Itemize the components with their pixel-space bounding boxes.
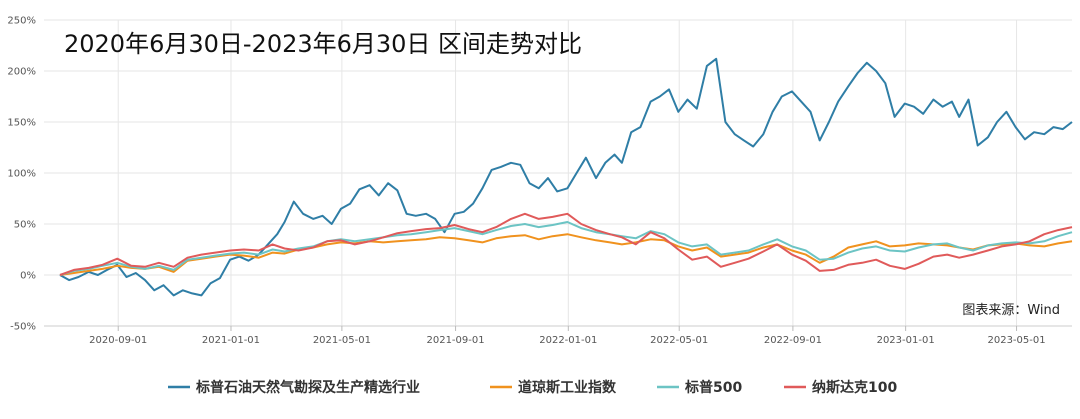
x-tick-label: 2022-01-01 — [539, 335, 597, 346]
y-axis: -50% 0% 50% 100% 150% 200% 250% — [7, 16, 36, 333]
x-tick-label: 2023-01-01 — [877, 335, 935, 346]
legend-label: 标普石油天然气勘探及生产精选行业 — [195, 379, 420, 396]
chart-grid — [44, 19, 1072, 327]
y-tick-label: 250% — [7, 16, 36, 27]
x-tick-label: 2021-09-01 — [426, 335, 484, 346]
series-line-3 — [59, 221, 1073, 276]
series-line-1 — [59, 57, 1073, 297]
y-tick-label: 150% — [7, 118, 36, 129]
y-tick-label: 50% — [14, 220, 36, 231]
series-line-4 — [59, 212, 1073, 276]
chart-series — [59, 57, 1073, 297]
legend-label: 纳斯达克100 — [812, 379, 897, 396]
chart-title: 2020年6月30日-2023年6月30日 区间走势对比 — [64, 30, 582, 58]
y-tick-label: -50% — [10, 322, 36, 333]
x-tick-label: 2020-09-01 — [89, 335, 147, 346]
x-tick-label: 2023-05-01 — [987, 335, 1045, 346]
x-tick-label: 2022-05-01 — [650, 335, 708, 346]
y-tick-label: 100% — [7, 169, 36, 180]
x-tick-label: 2021-05-01 — [313, 335, 371, 346]
x-tick-label: 2022-09-01 — [764, 335, 822, 346]
x-axis: 2020-09-01 2021-01-01 2021-05-01 2021-09-01… — [44, 325, 1072, 346]
series-line-2 — [59, 233, 1073, 276]
chart-legend: 标普石油天然气勘探及生产精选行业 道琼斯工业指数 标普500 纳斯达克100 — [168, 379, 897, 396]
legend-label: 标普500 — [684, 379, 742, 396]
chart-source-note: 图表来源：Wind — [962, 303, 1060, 318]
y-tick-label: 200% — [7, 67, 36, 78]
y-tick-label: 0% — [20, 271, 36, 282]
x-tick-label: 2021-01-01 — [202, 335, 260, 346]
legend-label: 道琼斯工业指数 — [518, 379, 617, 396]
